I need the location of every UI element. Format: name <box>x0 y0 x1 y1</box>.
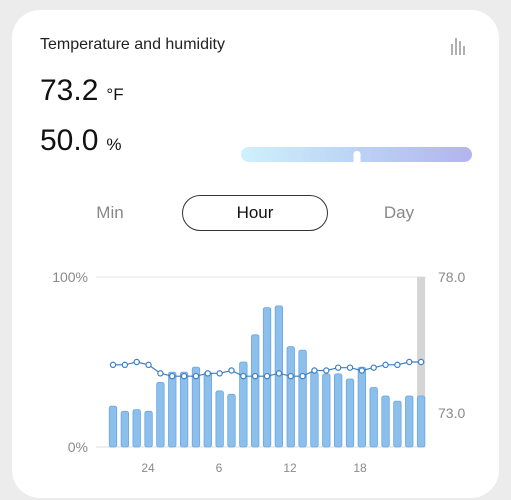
humidity-level-bar <box>241 147 472 162</box>
humidity-bar <box>322 373 331 448</box>
temperature-point <box>109 361 117 369</box>
temperature-point <box>169 372 176 380</box>
left-axis-top-label: 100% <box>52 269 88 285</box>
temperature-point <box>299 372 306 380</box>
humidity-bar <box>310 371 319 448</box>
humidity-bar <box>227 393 236 448</box>
temperature-point <box>240 372 247 380</box>
temperature-value: 73.2 <box>40 74 99 107</box>
x-tick-label: 24 <box>141 461 155 475</box>
humidity-bar <box>120 410 129 448</box>
temperature-point <box>121 361 129 369</box>
humidity-bar <box>286 346 295 448</box>
humidity-bar <box>108 405 118 448</box>
tab-day[interactable]: Day <box>383 203 415 222</box>
temperature-point <box>275 370 283 377</box>
temperature-point <box>204 370 211 377</box>
humidity-reading: 50.0% <box>40 124 122 158</box>
humidity-bar <box>191 366 201 448</box>
humidity-bar <box>298 349 307 448</box>
x-tick-label: 6 <box>216 461 223 475</box>
humidity-bar <box>179 371 189 448</box>
temperature-point <box>370 364 377 371</box>
humidity-value: 50.0 <box>40 124 99 157</box>
temperature-point <box>192 372 200 380</box>
humidity-bar <box>381 395 390 448</box>
temperature-point <box>145 361 152 369</box>
humidity-bar <box>405 395 414 448</box>
temperature-point <box>180 372 188 380</box>
temperature-point <box>157 370 164 377</box>
humidity-bar <box>416 395 426 448</box>
humidity-bar <box>168 371 177 448</box>
right-axis-top-label: 78.0 <box>438 269 465 285</box>
temperature-point <box>133 358 140 366</box>
bar-chart-icon[interactable] <box>449 34 469 56</box>
humidity-bar <box>357 366 367 448</box>
temperature-point <box>406 358 413 366</box>
temperature-point <box>311 367 318 374</box>
temperature-point <box>216 370 223 377</box>
temperature-point <box>417 358 425 366</box>
humidity-bar <box>333 373 343 448</box>
humidity-bar <box>251 334 260 448</box>
humidity-bar <box>132 409 141 448</box>
humidity-bar <box>393 400 402 448</box>
temperature-point <box>358 367 366 374</box>
temperature-point <box>382 361 389 369</box>
humidity-bar <box>345 378 355 448</box>
temperature-reading: 73.2 °F <box>40 74 124 108</box>
temperature-point <box>394 361 401 369</box>
tab-hour[interactable]: Hour <box>182 195 328 231</box>
x-tick-label: 12 <box>283 461 297 475</box>
card-title: Temperature and humidity <box>40 36 225 53</box>
humidity-bar <box>144 410 153 448</box>
humidity-bar <box>215 390 224 448</box>
humidity-bar <box>203 371 212 448</box>
humidity-bar <box>156 381 165 448</box>
x-tick-label: 18 <box>353 461 367 475</box>
temperature-point <box>228 367 235 374</box>
temperature-point <box>323 367 330 374</box>
humidity-unit: % <box>106 135 122 154</box>
temperature-point <box>287 372 294 380</box>
temperature-unit: °F <box>106 85 124 104</box>
tab-min[interactable]: Min <box>96 203 124 222</box>
level-marker <box>353 151 360 162</box>
right-axis-bottom-label: 73.0 <box>438 405 465 421</box>
humidity-bar <box>239 361 248 448</box>
temperature-point <box>251 372 259 380</box>
left-axis-bottom-label: 0% <box>68 439 88 455</box>
temperature-point <box>346 364 354 371</box>
temperature-point <box>263 372 271 380</box>
temperature-point <box>334 364 342 371</box>
humidity-bar <box>369 387 378 448</box>
